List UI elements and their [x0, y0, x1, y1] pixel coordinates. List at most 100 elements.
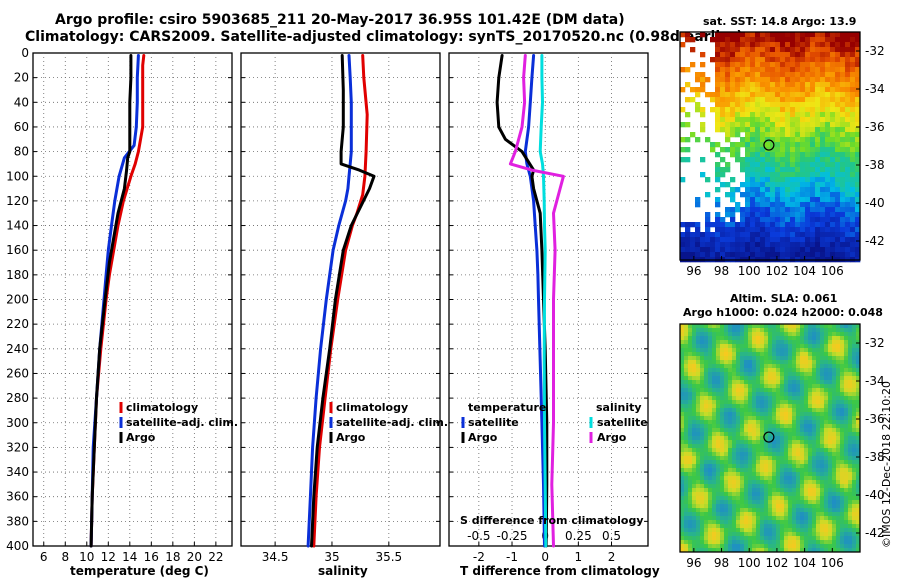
- sla-map-cell: [776, 420, 781, 425]
- sst-map-cell: [805, 242, 811, 248]
- sla-map-cell: [684, 376, 689, 381]
- sst-map-xtick-label: 100: [738, 264, 761, 278]
- sla-map-cell: [856, 332, 861, 337]
- sla-map-cell: [752, 420, 757, 425]
- sla-map-cell: [816, 440, 821, 445]
- sla-map-cell: [764, 408, 769, 413]
- sla-map-cell: [780, 472, 785, 477]
- sla-map-cell: [856, 408, 861, 413]
- sla-map-cell: [828, 460, 833, 465]
- sst-map-cell: [740, 157, 746, 163]
- sst-map-cell: [795, 47, 801, 53]
- sst-map-cell: [840, 77, 846, 83]
- sla-map-cell: [752, 500, 757, 505]
- sla-map-cell: [708, 544, 713, 549]
- sla-map-cell: [840, 428, 845, 433]
- sla-map-cell: [840, 528, 845, 533]
- sla-map-cell: [816, 536, 821, 541]
- sla-map-cell: [724, 532, 729, 537]
- sla-map-cell: [840, 532, 845, 537]
- sla-map-cell: [752, 480, 757, 485]
- sla-map-cell: [684, 364, 689, 369]
- sla-map-cell: [728, 424, 733, 429]
- sst-map-cell: [830, 77, 836, 83]
- sla-map-cell: [700, 408, 705, 413]
- sla-map-cell: [812, 456, 817, 461]
- sla-map-cell: [828, 448, 833, 453]
- sla-map-cell: [840, 388, 845, 393]
- sla-map-cell: [752, 448, 757, 453]
- sst-map-cell: [840, 177, 846, 183]
- sla-map-cell: [852, 364, 857, 369]
- sst-map-cell: [715, 52, 721, 58]
- sla-map-cell: [816, 372, 821, 377]
- sla-map-cell: [736, 360, 741, 365]
- sst-map-cell: [770, 42, 776, 48]
- sla-map-cell: [792, 356, 797, 361]
- sla-map-cell: [836, 492, 841, 497]
- sst-map-cell: [755, 152, 761, 158]
- sla-map-cell: [748, 500, 753, 505]
- sla-map-cell: [708, 524, 713, 529]
- sla-map-cell: [812, 400, 817, 405]
- sst-map-cell: [830, 157, 836, 163]
- sla-map-cell: [788, 536, 793, 541]
- sla-map-cell: [708, 528, 713, 533]
- sla-map-cell: [784, 456, 789, 461]
- sla-map-cell: [840, 520, 845, 525]
- sla-map-cell: [792, 416, 797, 421]
- sst-map-cell: [715, 97, 721, 103]
- sla-map-cell: [764, 388, 769, 393]
- sla-map-cell: [756, 484, 761, 489]
- sst-map-cell: [775, 72, 781, 78]
- sla-map-cell: [808, 508, 813, 513]
- sla-map-cell: [800, 508, 805, 513]
- temp-xtick-label: 8: [61, 550, 69, 564]
- sla-map-cell: [700, 368, 705, 373]
- sst-map-cell: [815, 87, 821, 93]
- sst-map-cell: [805, 187, 811, 193]
- sla-map-cell: [836, 540, 841, 545]
- sla-map-cell: [696, 344, 701, 349]
- sla-map-cell: [712, 492, 717, 497]
- sla-map-cell: [788, 336, 793, 341]
- sla-map-cell: [812, 340, 817, 345]
- sst-map-cell: [810, 127, 816, 133]
- sal-xtick-label: 34.5: [262, 550, 289, 564]
- sst-map-cell: [775, 232, 781, 238]
- sla-map-cell: [820, 456, 825, 461]
- sla-map-cell: [796, 368, 801, 373]
- sst-map-cell: [745, 157, 751, 163]
- sla-map-cell: [740, 340, 745, 345]
- sst-map-cell: [755, 237, 761, 243]
- sla-map-cell: [724, 460, 729, 465]
- sla-map-cell: [856, 360, 861, 365]
- sst-map-cell: [725, 247, 731, 253]
- sst-map-cell: [775, 107, 781, 113]
- sla-map-cell: [808, 504, 813, 509]
- sst-map-cell: [795, 62, 801, 68]
- sla-map-cell: [684, 420, 689, 425]
- sla-map-cell: [780, 344, 785, 349]
- sst-map-cell: [820, 117, 826, 123]
- sla-map-cell: [704, 400, 709, 405]
- sst-map-cell: [800, 147, 806, 153]
- sla-map-cell: [704, 504, 709, 509]
- sla-map-cell: [716, 348, 721, 353]
- sst-map-cell: [795, 217, 801, 223]
- sst-map-cell: [740, 217, 746, 223]
- sla-map-cell: [700, 472, 705, 477]
- sst-map-cell: [695, 247, 701, 253]
- sst-map-cell: [730, 177, 736, 183]
- sst-map-cell: [815, 52, 821, 58]
- sst-map-cell: [795, 67, 801, 73]
- sla-map-cell: [848, 532, 853, 537]
- sla-map-cell: [732, 344, 737, 349]
- sla-map-cell: [752, 512, 757, 517]
- sla-map-cell: [708, 496, 713, 501]
- sla-map-cell: [844, 372, 849, 377]
- sla-map-cell: [700, 340, 705, 345]
- sla-map-cell: [760, 368, 765, 373]
- sla-map-cell: [840, 396, 845, 401]
- sla-map-cell: [768, 360, 773, 365]
